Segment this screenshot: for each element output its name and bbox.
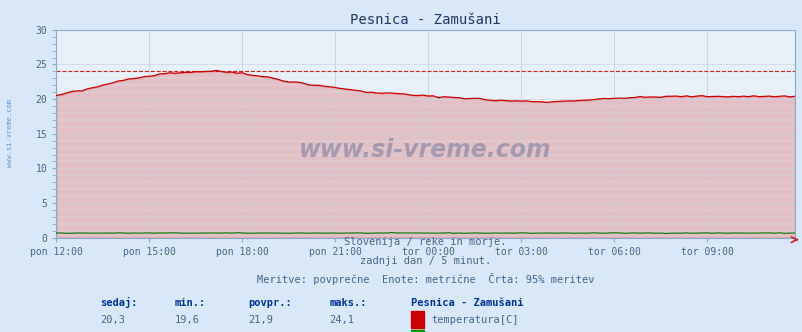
Text: 20,3: 20,3 xyxy=(100,314,125,325)
Text: Slovenija / reke in morje.: Slovenija / reke in morje. xyxy=(344,237,506,247)
Bar xyxy=(411,330,423,332)
Text: www.si-vreme.com: www.si-vreme.com xyxy=(299,138,551,162)
Text: 24,1: 24,1 xyxy=(329,314,354,325)
Bar xyxy=(411,311,423,328)
Text: maks.:: maks.: xyxy=(329,297,367,307)
Text: Pesnica - Zamušani: Pesnica - Zamušani xyxy=(411,297,523,307)
Text: min.:: min.: xyxy=(174,297,205,307)
Text: sedaj:: sedaj: xyxy=(100,296,138,307)
Text: povpr.:: povpr.: xyxy=(248,297,292,307)
Text: temperatura[C]: temperatura[C] xyxy=(431,314,518,325)
Text: zadnji dan / 5 minut.: zadnji dan / 5 minut. xyxy=(359,256,491,266)
Text: 21,9: 21,9 xyxy=(248,314,273,325)
Text: www.si-vreme.com: www.si-vreme.com xyxy=(6,99,13,167)
Text: 19,6: 19,6 xyxy=(174,314,199,325)
Title: Pesnica - Zamušani: Pesnica - Zamušani xyxy=(350,13,500,27)
Text: Meritve: povprečne  Enote: metrične  Črta: 95% meritev: Meritve: povprečne Enote: metrične Črta:… xyxy=(257,273,593,285)
